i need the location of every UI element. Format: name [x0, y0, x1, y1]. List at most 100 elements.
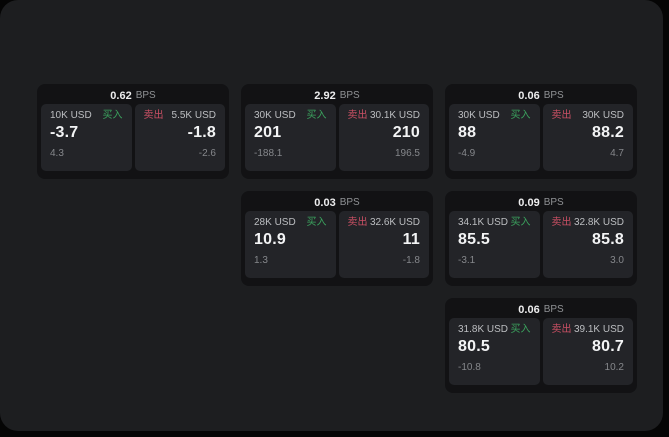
buy-tile[interactable]: 31.8K USD 买入 80.5 -10.8: [449, 318, 540, 385]
buy-tile-top-row: 30K USD 买入: [254, 111, 327, 121]
quote-card: 2.92 BPS 30K USD 买入 201 -188.1 卖出 30.1K …: [241, 84, 433, 179]
buy-tile[interactable]: 10K USD 买入 -3.7 4.3: [41, 104, 132, 171]
bps-header: 0.06 BPS: [449, 302, 633, 318]
sell-change-value: 4.7: [610, 147, 624, 159]
sell-badge: 卖出: [551, 324, 572, 335]
buy-amount-label: 28K USD: [254, 217, 296, 228]
sell-amount-label: 5.5K USD: [171, 110, 216, 121]
buy-price-value: 80.5: [458, 338, 490, 355]
quote-panels: 28K USD 买入 10.9 1.3 卖出 32.6K USD 11 -1.8: [245, 211, 429, 278]
buy-amount-label: 34.1K USD: [458, 217, 509, 228]
buy-amount-label: 10K USD: [50, 110, 92, 121]
buy-tile[interactable]: 30K USD 买入 201 -188.1: [245, 104, 336, 171]
sell-badge: 卖出: [551, 217, 572, 228]
sell-change-value: 196.5: [394, 147, 420, 159]
sell-tile-top-row: 卖出 5.5K USD: [144, 111, 217, 121]
sell-price-value: 11: [402, 231, 420, 248]
buy-change-value: 4.3: [50, 147, 64, 159]
buy-change-value: -188.1: [254, 147, 283, 159]
sell-price-value: 210: [392, 124, 420, 141]
quote-card: 0.06 BPS 30K USD 买入 88 -4.9 卖出 30K USD 8…: [445, 84, 637, 179]
buy-change-value: 1.3: [254, 254, 268, 266]
sell-tile-top-row: 卖出 32.6K USD: [348, 218, 421, 228]
quote-card: 0.09 BPS 34.1K USD 买入 85.5 -3.1 卖出 32.8K…: [445, 191, 637, 286]
sell-tile[interactable]: 卖出 30.1K USD 210 196.5: [338, 104, 429, 171]
bps-header: 2.92 BPS: [245, 88, 429, 104]
bps-header: 0.03 BPS: [245, 195, 429, 211]
sell-badge: 卖出: [347, 217, 368, 228]
bps-value: 0.62: [110, 89, 132, 102]
buy-tile-top-row: 31.8K USD 买入: [458, 325, 531, 335]
sell-tile-top-row: 卖出 32.8K USD: [552, 218, 625, 228]
bps-unit-label: BPS: [135, 90, 156, 101]
buy-change-value: -10.8: [458, 361, 481, 373]
buy-tile-top-row: 28K USD 买入: [254, 218, 327, 228]
buy-amount-label: 31.8K USD: [458, 324, 509, 335]
buy-price-value: 88: [458, 124, 477, 141]
bps-value: 0.03: [314, 196, 336, 209]
buy-badge: 买入: [510, 110, 531, 121]
quote-panels: 31.8K USD 买入 80.5 -10.8 卖出 39.1K USD 80.…: [449, 318, 633, 385]
sell-tile-top-row: 卖出 30.1K USD: [348, 111, 421, 121]
quote-panels: 34.1K USD 买入 85.5 -3.1 卖出 32.8K USD 85.8…: [449, 211, 633, 278]
bps-value: 2.92: [314, 89, 336, 102]
sell-amount-label: 32.6K USD: [369, 217, 420, 228]
sell-badge: 卖出: [347, 110, 368, 121]
buy-tile[interactable]: 34.1K USD 买入 85.5 -3.1: [449, 211, 540, 278]
sell-amount-label: 39.1K USD: [573, 324, 624, 335]
sell-tile[interactable]: 卖出 39.1K USD 80.7 10.2: [542, 318, 633, 385]
bps-value: 0.06: [518, 89, 540, 102]
sell-change-value: 3.0: [610, 254, 624, 266]
buy-badge: 买入: [306, 110, 327, 121]
bps-unit-label: BPS: [543, 197, 564, 208]
sell-change-value: 10.2: [604, 361, 624, 373]
bps-header: 0.06 BPS: [449, 88, 633, 104]
bps-header: 0.09 BPS: [449, 195, 633, 211]
buy-tile-top-row: 34.1K USD 买入: [458, 218, 531, 228]
buy-change-value: -4.9: [458, 147, 476, 159]
quote-panels: 10K USD 买入 -3.7 4.3 卖出 5.5K USD -1.8 -2.…: [41, 104, 225, 171]
quote-card: 0.03 BPS 28K USD 买入 10.9 1.3 卖出 32.6K US…: [241, 191, 433, 286]
bps-unit-label: BPS: [339, 90, 360, 101]
sell-tile[interactable]: 卖出 32.8K USD 85.8 3.0: [542, 211, 633, 278]
buy-price-value: 201: [254, 124, 282, 141]
quote-card: 0.62 BPS 10K USD 买入 -3.7 4.3 卖出 5.5K USD…: [37, 84, 229, 179]
quote-panels: 30K USD 买入 201 -188.1 卖出 30.1K USD 210 1…: [245, 104, 429, 171]
sell-change-value: -1.8: [402, 254, 420, 266]
sell-price-value: 80.7: [592, 338, 624, 355]
app-background: 0.62 BPS 10K USD 买入 -3.7 4.3 卖出 5.5K USD…: [0, 0, 663, 431]
bps-header: 0.62 BPS: [41, 88, 225, 104]
sell-price-value: -1.8: [187, 124, 216, 141]
buy-amount-label: 30K USD: [254, 110, 296, 121]
bps-value: 0.06: [518, 303, 540, 316]
buy-tile-top-row: 10K USD 买入: [50, 111, 123, 121]
bps-unit-label: BPS: [543, 90, 564, 101]
buy-badge: 买入: [510, 324, 531, 335]
sell-price-value: 88.2: [592, 124, 624, 141]
quote-card: 0.06 BPS 31.8K USD 买入 80.5 -10.8 卖出 39.1…: [445, 298, 637, 393]
buy-tile-top-row: 30K USD 买入: [458, 111, 531, 121]
sell-tile[interactable]: 卖出 32.6K USD 11 -1.8: [338, 211, 429, 278]
buy-price-value: 10.9: [254, 231, 286, 248]
buy-price-value: 85.5: [458, 231, 490, 248]
sell-tile[interactable]: 卖出 30K USD 88.2 4.7: [542, 104, 633, 171]
sell-amount-label: 30.1K USD: [369, 110, 420, 121]
buy-price-value: -3.7: [50, 124, 79, 141]
sell-change-value: -2.6: [198, 147, 216, 159]
buy-amount-label: 30K USD: [458, 110, 500, 121]
sell-tile-top-row: 卖出 39.1K USD: [552, 325, 625, 335]
bps-value: 0.09: [518, 196, 540, 209]
sell-amount-label: 32.8K USD: [573, 217, 624, 228]
buy-tile[interactable]: 28K USD 买入 10.9 1.3: [245, 211, 336, 278]
sell-amount-label: 30K USD: [582, 110, 624, 121]
sell-price-value: 85.8: [592, 231, 624, 248]
bps-unit-label: BPS: [339, 197, 360, 208]
sell-badge: 卖出: [551, 110, 572, 121]
sell-badge: 卖出: [143, 110, 164, 121]
bps-unit-label: BPS: [543, 304, 564, 315]
sell-tile[interactable]: 卖出 5.5K USD -1.8 -2.6: [134, 104, 225, 171]
sell-tile-top-row: 卖出 30K USD: [552, 111, 625, 121]
buy-badge: 买入: [510, 217, 531, 228]
buy-tile[interactable]: 30K USD 买入 88 -4.9: [449, 104, 540, 171]
buy-badge: 买入: [306, 217, 327, 228]
